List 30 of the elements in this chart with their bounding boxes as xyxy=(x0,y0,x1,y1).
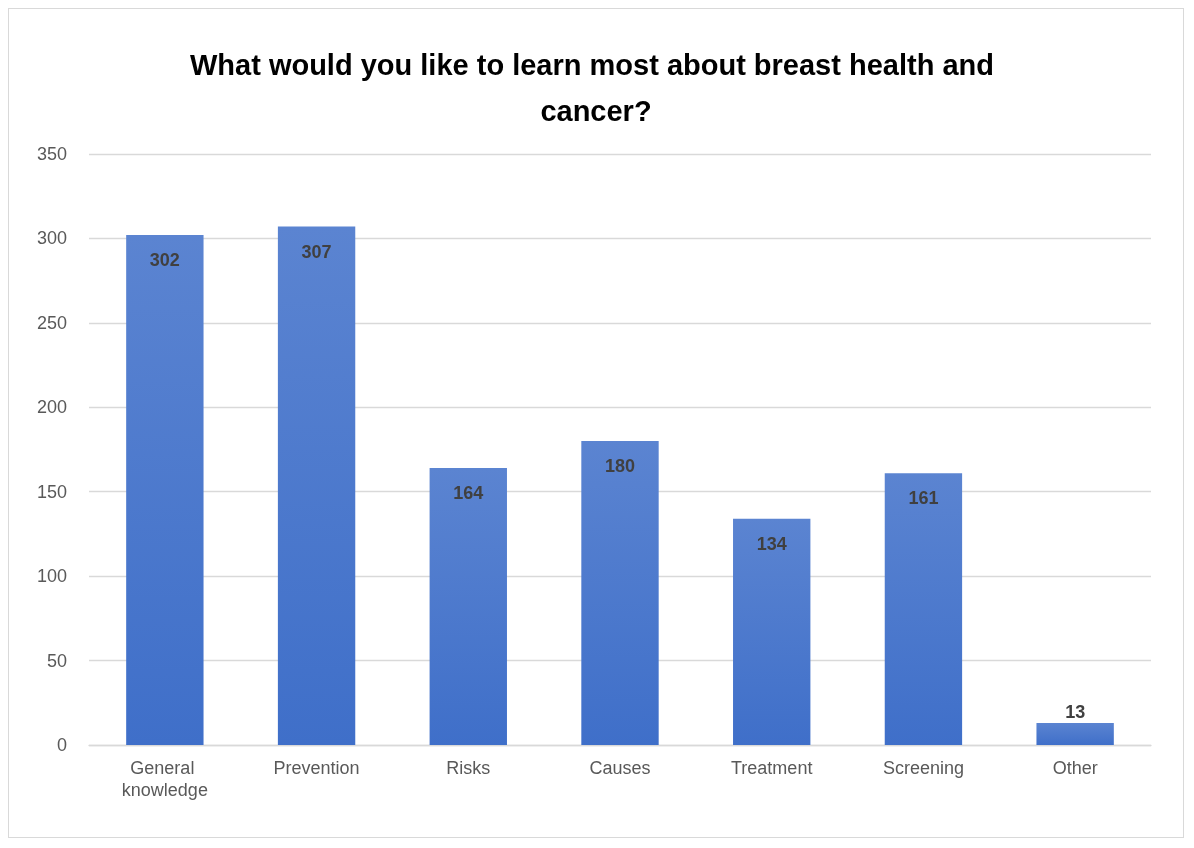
x-tick-label: Screening xyxy=(882,758,964,778)
y-tick-label: 0 xyxy=(56,735,67,755)
data-label: 134 xyxy=(756,533,787,554)
bar xyxy=(126,235,204,745)
bar xyxy=(884,473,963,745)
x-tick-label: General knowledge xyxy=(121,758,208,800)
x-tick-label: Prevention xyxy=(273,758,360,778)
y-tick-label: 250 xyxy=(36,312,67,333)
bar xyxy=(1036,723,1114,745)
data-label: 164 xyxy=(453,483,484,504)
bar xyxy=(581,441,659,745)
y-tick-label: 200 xyxy=(36,397,67,418)
x-tick-label: Treatment xyxy=(731,758,813,778)
bar xyxy=(429,468,507,745)
data-label: 307 xyxy=(301,241,332,262)
y-tick-label: 50 xyxy=(46,650,67,671)
y-tick-label: 100 xyxy=(36,566,67,587)
data-label: 13 xyxy=(1065,702,1086,723)
x-tick-label: Risks xyxy=(446,758,491,778)
bar xyxy=(733,518,811,745)
data-label: 180 xyxy=(604,456,636,477)
chart-title: What would you like to learn most about breast health and cancer? xyxy=(189,49,1003,127)
data-label: 302 xyxy=(149,250,180,271)
bar xyxy=(277,226,356,745)
x-tick-label: Causes xyxy=(589,758,651,778)
y-tick-label: 300 xyxy=(36,228,67,249)
y-tick-label: 350 xyxy=(36,144,67,164)
data-label: 161 xyxy=(908,488,939,509)
y-tick-label: 150 xyxy=(36,481,67,502)
x-tick-label: Other xyxy=(1052,758,1098,778)
